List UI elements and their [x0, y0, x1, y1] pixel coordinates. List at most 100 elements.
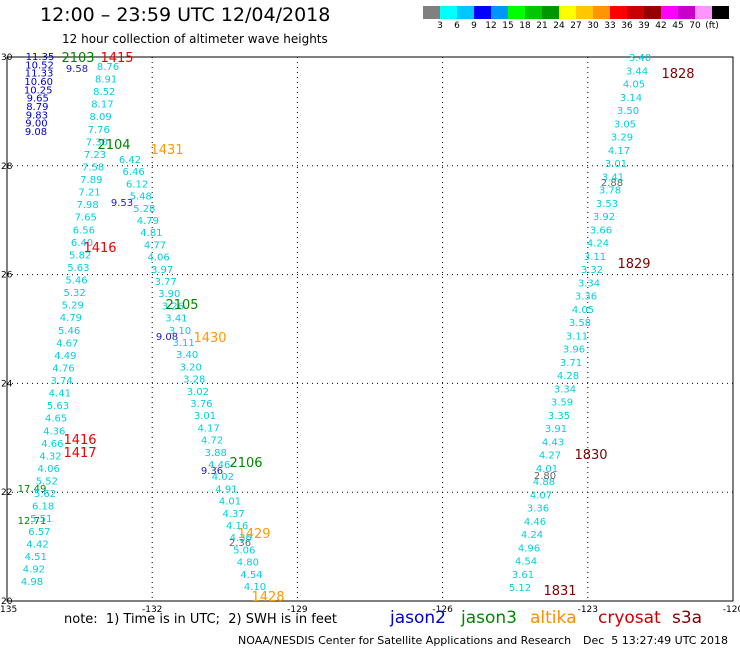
swh-value-label: 8.17	[91, 100, 113, 111]
scale-label: 6	[454, 21, 460, 31]
scale-swatch	[627, 6, 644, 19]
lat-tick-label: 30	[1, 53, 13, 63]
swh-value-label: 9.08	[25, 127, 47, 138]
swh-value-label: 4.51	[25, 552, 47, 563]
pass-time-label: 1415	[100, 51, 133, 66]
pass-time-label: 1830	[574, 448, 607, 463]
scale-swatch	[576, 6, 593, 19]
swh-value-label: 3.11	[172, 338, 194, 349]
scale-label: 15	[502, 21, 514, 31]
lon-tick-label: -126	[432, 605, 453, 615]
lon-tick-label: -123	[578, 605, 598, 615]
swh-value-label: 10.25	[24, 85, 53, 96]
swh-value-label: 5.63	[67, 263, 89, 274]
swh-value-label: 3.50	[617, 106, 639, 117]
swh-value-label: 3.97	[151, 265, 173, 276]
legend-altika: altika	[530, 608, 577, 628]
swh-value-label: 4.24	[521, 530, 543, 541]
swh-value-label: 4.92	[23, 564, 45, 575]
pass-time-label: 1831	[543, 584, 576, 599]
swh-value-label: 3.35	[548, 411, 570, 422]
swh-value-label: 4.02	[212, 472, 234, 483]
swh-value-label: 6.46	[122, 167, 144, 178]
swh-value-label: 3.58	[569, 318, 591, 329]
swh-value-label: 3.01	[194, 411, 216, 422]
swh-value-label: 8.09	[89, 112, 111, 123]
scale-swatch	[644, 6, 661, 19]
swh-value-label: 2.80	[534, 471, 556, 482]
legend-s3a: s3a	[672, 608, 703, 628]
legend-jason3: jason3	[461, 608, 517, 628]
pass-time-label: 1431	[150, 143, 183, 158]
swh-value-label: 11.33	[25, 69, 54, 80]
swh-value-label: 4.98	[21, 577, 43, 588]
scale-label: (ft)	[705, 21, 719, 31]
swh-value-label: 3.90	[158, 289, 180, 300]
swh-value-label: 3.14	[620, 93, 642, 104]
swh-value-label: 3.96	[563, 345, 585, 356]
swh-value-label: 4.65	[45, 414, 67, 425]
swh-value-label: 9.53	[111, 198, 133, 209]
scale-swatch	[525, 6, 542, 19]
swh-value-label: 4.54	[240, 570, 262, 581]
scale-label: 21	[536, 21, 548, 31]
swh-value-label: 4.67	[56, 338, 78, 349]
lat-tick-label: 22	[1, 488, 12, 498]
swh-value-label: 8.76	[97, 62, 119, 73]
lon-tick-label: -132	[142, 605, 162, 615]
swh-value-label: 3.29	[611, 133, 633, 144]
scale-swatch	[542, 6, 559, 19]
scale-swatch	[593, 6, 610, 19]
swh-value-label: 6.56	[73, 225, 95, 236]
swh-value-label: 7.65	[75, 213, 97, 224]
pass-time-label: 1828	[661, 67, 694, 82]
swh-value-label: 3.11	[566, 331, 588, 342]
swh-value-label: 3.28	[183, 375, 205, 386]
swh-value-label: 3.32	[581, 265, 603, 276]
swh-value-label: 4.96	[518, 543, 540, 554]
swh-value-label: 3.36	[527, 504, 549, 515]
swh-value-label: 3.10	[169, 326, 191, 337]
swh-value-label: 3.88	[205, 448, 227, 459]
scale-swatch	[712, 6, 729, 19]
swh-value-label: 3.40	[629, 53, 651, 64]
swh-value-label: 3.61	[512, 570, 534, 581]
lat-tick-label: 20	[1, 597, 13, 607]
swh-value-label: 3.02	[187, 387, 209, 398]
swh-value-label: 6.42	[119, 155, 141, 166]
swh-value-label: 10.60	[24, 77, 53, 88]
swh-value-label: 5.63	[47, 401, 69, 412]
swh-value-label: 4.79	[137, 216, 159, 227]
swh-value-label: 4.36	[43, 426, 65, 437]
footer-credit: NOAA/NESDIS Center for Satellite Applica…	[238, 634, 572, 647]
swh-value-label: 9.83	[26, 110, 48, 121]
swh-value-label: 3.92	[593, 212, 615, 223]
color-scale-labels: 3 6 9 12 15 18 21 24 27 30 33 36 39 42 45 70 (ft)	[423, 21, 733, 33]
swh-value-label: 8.91	[95, 75, 117, 86]
swh-value-label: 8.52	[93, 87, 115, 98]
swh-value-label: 4.66	[41, 439, 63, 450]
swh-value-label: 5.46	[58, 326, 80, 337]
pass-time-label: 1829	[617, 257, 650, 272]
swh-value-label: 3.41	[602, 172, 624, 183]
swh-value-label: 3.20	[180, 362, 202, 373]
swh-value-label: 5.06	[233, 545, 255, 556]
swh-value-label: 9.65	[27, 94, 49, 105]
swh-value-label: 9.00	[25, 119, 47, 130]
pass-time-label: 2103	[61, 51, 94, 66]
swh-value-label: 7.23	[84, 150, 106, 161]
swh-value-label: 12.71	[18, 516, 47, 527]
scale-swatch	[440, 6, 457, 19]
scale-swatch	[474, 6, 491, 19]
pass-time-label: 1416	[63, 433, 96, 448]
scale-swatch	[508, 6, 525, 19]
swh-value-label: 8.79	[26, 102, 48, 113]
swh-value-label: 5.62	[34, 489, 56, 500]
scale-swatch	[610, 6, 627, 19]
color-scale-bar	[423, 6, 729, 19]
lat-tick-label: 24	[1, 379, 13, 389]
legend-jason2: jason2	[390, 608, 446, 628]
pass-time-label: 1430	[193, 331, 226, 346]
scale-swatch	[559, 6, 576, 19]
swh-value-label: 4.10	[244, 582, 266, 593]
